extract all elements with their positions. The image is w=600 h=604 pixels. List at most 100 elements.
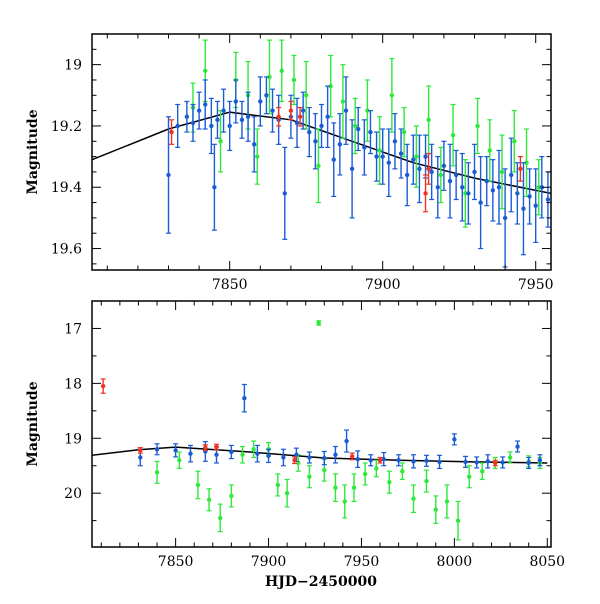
bot-y-tick-label: 17 bbox=[64, 321, 82, 337]
bot-green-data-point bbox=[373, 459, 379, 478]
bot-green-data-point bbox=[228, 484, 234, 508]
top-blue-data-point bbox=[211, 143, 217, 231]
bot-x-tick-label: 7950 bbox=[344, 554, 380, 570]
top-blue-data-point bbox=[282, 146, 288, 240]
top-green-data-point bbox=[364, 79, 370, 142]
top-blue-data-point bbox=[410, 134, 416, 185]
bot-green-data-point bbox=[240, 445, 246, 464]
bot-blue-data-point bbox=[474, 456, 480, 469]
top-blue-data-point bbox=[196, 91, 202, 130]
bot-red-data-point bbox=[214, 443, 220, 451]
top-blue-data-point bbox=[349, 119, 355, 219]
bot-blue-data-point bbox=[451, 433, 457, 446]
top-green-data-point bbox=[218, 110, 224, 173]
bot-green-data-point bbox=[479, 462, 485, 481]
bot-green-data-point bbox=[466, 465, 472, 489]
top-blue-data-point bbox=[257, 76, 263, 127]
top-blue-data-point bbox=[514, 162, 520, 225]
top-red-data-point bbox=[517, 155, 523, 182]
top-red-data-point bbox=[169, 119, 175, 145]
bot-x-tick-label: 7900 bbox=[251, 554, 287, 570]
top-blue-data-point bbox=[374, 131, 380, 182]
top-blue-data-point bbox=[472, 143, 477, 201]
bot-red-data-point bbox=[202, 444, 208, 451]
top-blue-data-point bbox=[239, 100, 245, 139]
bot-model-curve bbox=[92, 446, 548, 464]
bot-green-data-point bbox=[332, 473, 338, 503]
top-green-data-point bbox=[315, 128, 321, 204]
top-axis-ticks-group: 7850 7900 7950 19 19.2 19.4 19.6 bbox=[51, 33, 554, 293]
bot-blue-data-point bbox=[437, 454, 443, 470]
top-green-data-point bbox=[511, 110, 517, 173]
bot-blue-data-point bbox=[355, 450, 361, 468]
bot-blue-data-point bbox=[241, 383, 247, 413]
bot-blue-data-point bbox=[154, 443, 160, 456]
top-blue-data-point bbox=[459, 152, 465, 222]
bot-blue-data-point bbox=[396, 454, 402, 467]
bot-red-data-point bbox=[492, 459, 498, 467]
top-blue-data-point bbox=[386, 128, 392, 198]
top-green-data-point bbox=[389, 57, 395, 133]
top-blue-data-point bbox=[245, 91, 251, 142]
bot-blue-data-point bbox=[423, 454, 429, 467]
bottom-axis-ticks-group: 7850 7900 7950 8000 8050 17 18 19 20 bbox=[64, 300, 565, 570]
bot-green-data-point bbox=[444, 484, 450, 519]
top-blue-data-point bbox=[221, 88, 227, 133]
top-blue-data-point bbox=[355, 106, 361, 152]
top-green-data-point bbox=[413, 125, 419, 188]
top-y-tick-label: 19.2 bbox=[51, 119, 82, 135]
top-blue-data-point bbox=[251, 116, 257, 173]
top-green-data-point bbox=[450, 103, 456, 167]
top-green-data-point bbox=[266, 39, 272, 115]
bot-x-tick-label: 8050 bbox=[529, 554, 565, 570]
top-blue-data-point bbox=[343, 76, 349, 145]
bot-green-data-point bbox=[316, 320, 322, 326]
top-y-tick-label: 19 bbox=[64, 58, 82, 74]
bot-blue-data-point bbox=[526, 456, 532, 470]
top-green-data-point bbox=[536, 159, 542, 216]
bot-red-data-point bbox=[137, 447, 143, 454]
top-red-data-point bbox=[276, 106, 282, 127]
bot-blue-data-point bbox=[368, 454, 374, 467]
bot-blue-data-point bbox=[254, 444, 260, 463]
top-blue-data-point bbox=[423, 134, 429, 179]
top-blue-data-point bbox=[294, 97, 300, 149]
top-blue-data-point bbox=[484, 155, 490, 207]
bot-y-tick-label: 20 bbox=[64, 486, 82, 502]
top-green-data-point bbox=[401, 106, 407, 158]
bot-blue-data-point bbox=[485, 454, 491, 469]
bot-green-data-point bbox=[206, 488, 212, 512]
bottom-light-curve-panel: 7850 7900 7950 8000 8050 17 18 19 20 Magnitude H… bbox=[25, 300, 565, 590]
top-light-curve-panel: 7850 7900 7950 19 19.2 19.4 19.6 Magnitude bbox=[25, 33, 554, 293]
top-blue-data-point bbox=[398, 128, 404, 179]
bot-blue-data-point bbox=[173, 443, 179, 458]
bot-blue-data-point bbox=[344, 429, 350, 453]
bot-green-data-point bbox=[433, 495, 439, 524]
top-green-data-point bbox=[340, 64, 346, 139]
top-blue-data-point bbox=[527, 168, 533, 225]
bot-green-data-point bbox=[399, 462, 405, 481]
bot-blue-data-point bbox=[228, 444, 234, 460]
top-blue-data-point bbox=[416, 134, 422, 204]
top-red-data-point bbox=[288, 100, 294, 121]
bot-green-data-point bbox=[342, 484, 348, 519]
top-x-tick-label: 7950 bbox=[518, 277, 554, 293]
bot-green-data-point bbox=[362, 462, 368, 486]
top-blue-data-point bbox=[520, 162, 526, 256]
top-blue-data-point bbox=[214, 100, 220, 139]
bot-blue-data-point bbox=[515, 440, 521, 453]
top-plot-frame bbox=[91, 33, 552, 271]
top-x-tick-label: 7900 bbox=[365, 277, 401, 293]
top-blue-data-point bbox=[367, 110, 373, 155]
bot-blue-data-point bbox=[537, 454, 543, 467]
bot-y-tick-label: 19 bbox=[64, 431, 82, 447]
top-green-data-point bbox=[438, 146, 444, 204]
top-blue-data-point bbox=[319, 103, 324, 149]
top-red-data-point bbox=[297, 106, 303, 127]
bot-blue-data-point bbox=[280, 448, 286, 467]
bot-green-data-point bbox=[386, 470, 392, 494]
bot-blue-data-point bbox=[381, 451, 387, 467]
top-blue-data-point bbox=[184, 100, 190, 133]
top-blue-data-point bbox=[166, 116, 171, 234]
